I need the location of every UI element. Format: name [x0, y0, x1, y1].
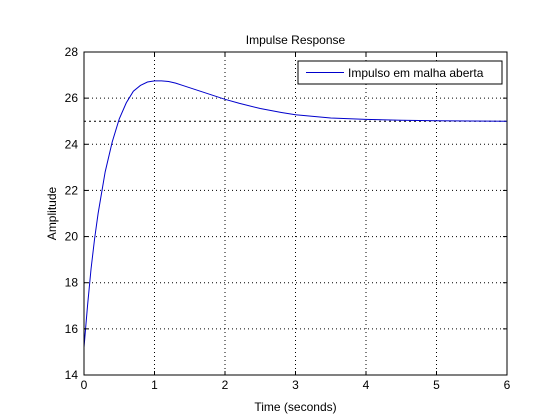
y-tick-label: 16: [65, 322, 79, 336]
chart-title: Impulse Response: [246, 33, 346, 47]
x-tick-label: 4: [363, 378, 370, 392]
x-tick-label: 0: [81, 378, 88, 392]
x-tick-label: 5: [433, 378, 440, 392]
y-tick-label: 26: [65, 91, 79, 105]
x-tick-label: 1: [151, 378, 158, 392]
x-tick-label: 2: [222, 378, 229, 392]
y-tick-label: 24: [65, 137, 79, 151]
x-axis-label: Time (seconds): [254, 400, 336, 414]
grid-lines: [84, 52, 507, 375]
y-axis-label: Amplitude: [45, 187, 59, 241]
y-tick-label: 28: [65, 45, 79, 59]
legend: Impulso em malha aberta: [297, 60, 503, 85]
x-tick-label: 6: [504, 378, 511, 392]
series-line: [83, 80, 508, 348]
legend-box: [297, 60, 503, 85]
y-tick-label: 18: [65, 276, 79, 290]
y-tick-label: 22: [65, 183, 79, 197]
y-tick-label: 20: [65, 230, 79, 244]
y-tick-label: 14: [65, 368, 79, 382]
plot-background: [84, 52, 507, 375]
axis-ticks: 0 1 2 3 4 5 6 14 16 18 20 22 24 26 28: [65, 45, 511, 392]
x-tick-label: 3: [292, 378, 299, 392]
legend-label: Impulso em malha aberta: [348, 66, 484, 80]
